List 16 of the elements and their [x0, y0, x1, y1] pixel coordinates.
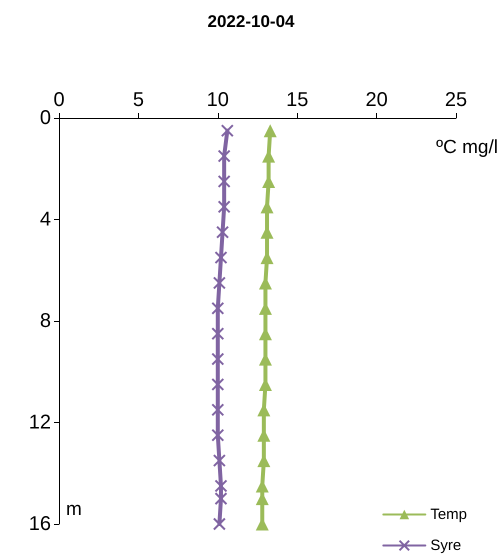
y-tick-label: 16 [28, 513, 51, 535]
x-tick-label: 25 [444, 89, 468, 111]
y-tick-label: 12 [28, 412, 51, 434]
x-tick-label: 0 [53, 89, 65, 111]
legend-label: Syre [430, 537, 462, 554]
y-tick-label: 8 [40, 310, 51, 332]
x-axis-title: ºC mg/l [436, 137, 498, 158]
legend-label: Temp [430, 506, 468, 523]
x-tick-label: 10 [206, 89, 229, 111]
y-axis-title: m [66, 499, 82, 520]
y-tick-label: 4 [40, 208, 51, 230]
x-tick-label: 5 [132, 89, 144, 111]
chart-title: 2022-10-04 [208, 12, 296, 31]
y-tick-label: 0 [40, 107, 51, 129]
x-tick-label: 20 [365, 89, 388, 111]
x-tick-label: 15 [286, 89, 308, 111]
